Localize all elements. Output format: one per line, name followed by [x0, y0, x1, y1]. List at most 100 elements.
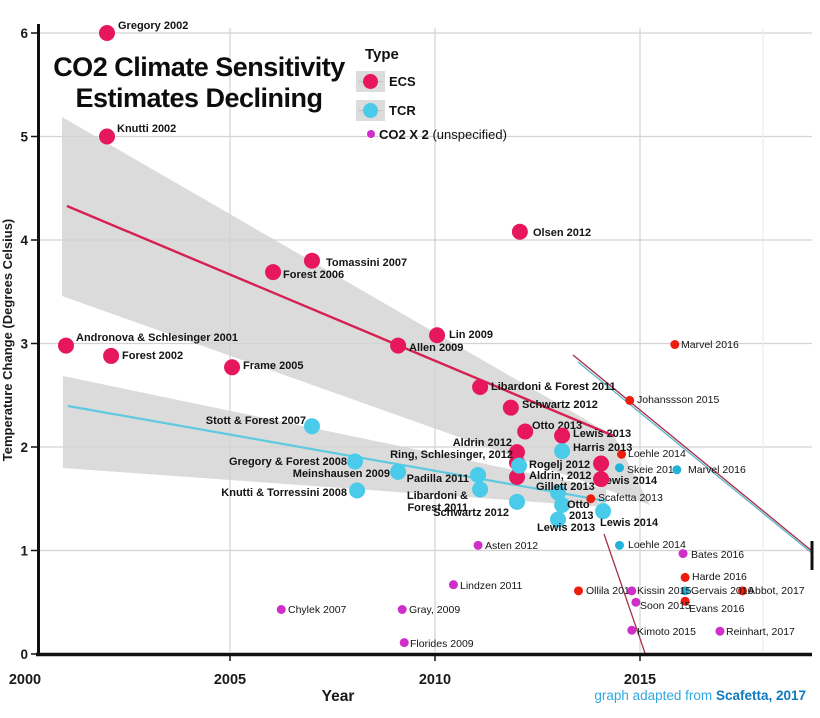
band-lower-extension — [603, 533, 647, 657]
legend: Type ECS TCR CO2 X 2 (unspecified) — [356, 46, 507, 145]
point-label-harris-2013: Harris 2013 — [573, 442, 632, 454]
point-label-lewis-2013: Lewis 2013 — [573, 428, 631, 440]
point-label-stott-forest-2007: Stott & Forest 2007 — [206, 415, 306, 427]
y-tick-label-2: 2 — [20, 440, 28, 455]
data-point-asten-2012 — [473, 540, 483, 550]
legend-label-ecs: ECS — [389, 73, 416, 89]
y-axis-title: Temperature Change (Degrees Celsius) — [0, 219, 15, 462]
point-label-2013: 2013 — [569, 510, 593, 522]
point-label-gillett-2013: Gillett 2013 — [536, 481, 595, 493]
data-point-stott-forest-2007 — [304, 418, 320, 435]
legend-item-ecs: ECS — [356, 70, 507, 92]
point-label-abbot-2017: Abbot, 2017 — [748, 585, 805, 597]
point-label-scafetta-2013: Scafetta 2013 — [598, 492, 663, 504]
data-point-lewis-2013 — [550, 511, 566, 528]
data-point-gregory-forest-2008 — [347, 453, 364, 470]
point-label-aldrin-2012: Aldrin, 2012 — [529, 470, 591, 482]
data-point-otto-2013 — [517, 423, 534, 440]
point-label-florides-2009: Florides 2009 — [410, 638, 474, 650]
point-label-evans-2016: Evans 2016 — [689, 603, 745, 615]
point-label-chylek-2007: Chylek 2007 — [288, 604, 347, 616]
data-point-reinhart-2017 — [715, 626, 725, 636]
chart-title: CO2 Climate Sensitivity Estimates Declin… — [46, 52, 352, 115]
x-tick-label-2015: 2015 — [624, 672, 656, 688]
data-point-lewis-2014 — [593, 455, 610, 472]
data-point-rogelj-2012 — [511, 457, 528, 474]
ecs-trend-extension — [572, 354, 813, 552]
ecs-legend-swatch — [356, 70, 385, 92]
x-tick-label-2000: 2000 — [9, 672, 41, 688]
point-label-schwartz-2012: Schwartz 2012 — [522, 399, 598, 411]
point-label-kissin-2015: Kissin 2015 — [637, 585, 691, 597]
y-tick-label-5: 5 — [20, 130, 28, 145]
data-point-kissin-2015 — [627, 586, 637, 596]
tcr-trend-extension — [577, 361, 814, 555]
point-label-padilla-2011: Padilla 2011 — [407, 473, 469, 485]
data-point-johanssson-2015 — [625, 395, 635, 405]
point-label-forest-2006: Forest 2006 — [283, 269, 344, 281]
data-point-evans-2016 — [680, 596, 690, 606]
data-point-schwartz-2012 — [509, 493, 525, 510]
attribution-prefix: graph adapted from — [594, 688, 716, 703]
attribution: graph adapted from Scafetta, 2017 — [594, 688, 806, 703]
x-axis-title: Year — [322, 688, 355, 705]
data-point-soon-2015 — [631, 597, 641, 607]
data-point-forest-2002 — [103, 347, 120, 364]
y-tick-label-0: 0 — [20, 647, 28, 662]
point-label-forest-2002: Forest 2002 — [122, 350, 183, 362]
point-label-lewis-2014: Lewis 2014 — [600, 517, 659, 529]
point-label-marvel-2016: Marvel 2016 — [688, 464, 746, 476]
point-label-marvel-2016: Marvel 2016 — [681, 339, 739, 351]
data-point-florides-2009 — [399, 638, 409, 648]
tcr-trend-line — [67, 404, 607, 503]
point-label-lin-2009: Lin 2009 — [449, 329, 493, 341]
data-point-gregory-2002 — [99, 25, 115, 41]
legend-item-tcr: TCR — [356, 99, 507, 121]
point-label-schwartz-2012: Schwartz 2012 — [433, 507, 509, 519]
data-point-lindzen-2011 — [448, 580, 458, 590]
data-point-skeie-2014 — [615, 463, 624, 473]
point-label-forest-2011: Forest 2011 — [407, 502, 468, 514]
point-label-kimoto-2015: Kimoto 2015 — [637, 626, 696, 638]
attribution-source-link[interactable]: Scafetta, 2017 — [715, 688, 806, 703]
point-label-soon-2015: Soon 2015 — [640, 600, 691, 612]
point-label-loehle-2014: Loehle 2014 — [628, 539, 686, 551]
point-label-harde-2016: Harde 2016 — [692, 571, 747, 583]
y-tick-label-4: 4 — [20, 233, 28, 248]
point-label-loehle-2014: Loehle 2014 — [628, 448, 686, 460]
data-point-lewis-2013 — [554, 427, 571, 444]
data-point-allen-2009 — [390, 337, 407, 354]
data-point-bates-2016 — [678, 549, 688, 559]
co2x2-dot-icon — [367, 130, 375, 138]
point-label-libardoni: Libardoni & — [407, 490, 468, 502]
point-label-tomassini-2007: Tomassini 2007 — [326, 257, 407, 269]
point-label-rogelj-2012: Rogelj 2012 — [529, 459, 590, 471]
data-point-schwartz-2012 — [502, 399, 519, 416]
point-label-frame-2005: Frame 2005 — [243, 360, 304, 372]
point-label-gregory-forest-2008: Gregory & Forest 2008 — [229, 456, 347, 468]
ecs-trend-line — [66, 204, 615, 438]
point-label-otto-2013: Otto 2013 — [532, 420, 582, 432]
point-label-lewis-2013: Lewis 2013 — [537, 522, 595, 534]
data-point-lin-2009 — [429, 327, 446, 344]
data-point-chylek-2007 — [276, 604, 286, 614]
data-point-forest-2006 — [265, 264, 282, 281]
data-point-andronova-schlesinger-2001 — [58, 337, 74, 354]
data-point-knutti-torressini-2008 — [349, 482, 366, 499]
point-label-lewis-2014: Lewis 2014 — [599, 475, 658, 487]
data-point-kimoto-2015 — [627, 625, 637, 635]
y-tick-label-3: 3 — [20, 337, 28, 352]
point-label-otto: Otto — [567, 499, 590, 511]
data-point-loehle-2014 — [615, 540, 624, 550]
data-point-libardoni — [472, 481, 489, 498]
data-point-libardoni-forest-2011 — [472, 378, 489, 395]
data-point-loehle-2014 — [617, 449, 627, 459]
point-label-gregory-2002: Gregory 2002 — [118, 20, 188, 32]
x-tick-label-2005: 2005 — [214, 672, 246, 688]
point-label-libardoni-forest-2011: Libardoni & Forest 2011 — [491, 381, 616, 393]
data-point-harris-2013 — [554, 443, 571, 460]
y-tick-label-1: 1 — [20, 544, 28, 559]
point-label-reinhart-2017: Reinhart, 2017 — [726, 626, 795, 638]
